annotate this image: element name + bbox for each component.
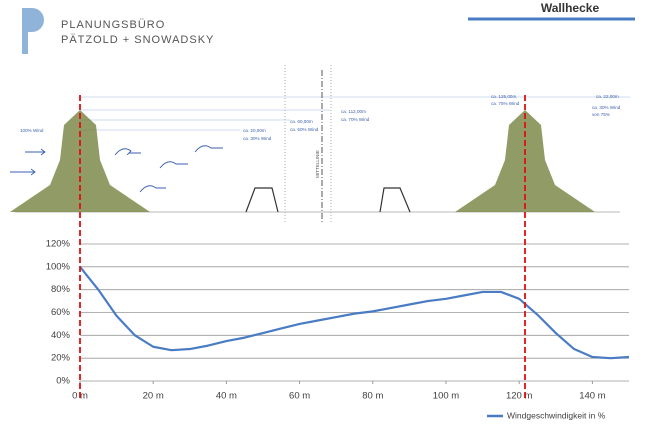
data-line bbox=[79, 266, 630, 360]
annotation: ca. 50% Wind bbox=[290, 127, 319, 132]
y-tick-label: 60% bbox=[51, 307, 71, 318]
y-tick-label: 80% bbox=[51, 284, 71, 295]
company-name: PÄTZOLD + SNOWADSKY bbox=[61, 34, 214, 46]
x-tick-label: 140 m bbox=[579, 391, 605, 402]
annotation: ca. 70% Wind bbox=[341, 117, 370, 122]
y-tick-label: 100% bbox=[46, 261, 71, 272]
y-tick-label: 0% bbox=[56, 376, 70, 387]
diagram bbox=[10, 65, 630, 222]
annotation: ca. 112,00m bbox=[341, 109, 366, 114]
annotation: ca. 30% Wind bbox=[592, 105, 621, 110]
x-tick-label: 120 m bbox=[506, 391, 532, 402]
legend-label: Windgeschwindigkeit in % bbox=[507, 410, 606, 420]
x-tick-label: 40 m bbox=[216, 391, 237, 402]
chart: 0%20%40%60%80%100%120%0 m 20 m 40 m 60 m 80 … bbox=[46, 239, 630, 420]
annotation: ca. 22,00m bbox=[596, 94, 619, 99]
x-tick-label: 20 m bbox=[143, 391, 164, 402]
y-tick-label: 120% bbox=[46, 239, 71, 250]
page-title: Wallhecke bbox=[541, 1, 600, 15]
annotation: 100% Wind bbox=[20, 128, 44, 133]
logo bbox=[22, 8, 44, 54]
x-tick-label: 80 m bbox=[362, 391, 383, 402]
annotation: ca. 75% Wind bbox=[491, 101, 520, 106]
x-tick-label: 100 m bbox=[433, 391, 459, 402]
annotation: ca. 30% Wind bbox=[243, 136, 272, 141]
annotation: ca. 125,00m bbox=[491, 94, 516, 99]
centerline-label: MITTELLINIE bbox=[315, 150, 320, 178]
company-name: PLANUNGSBÜRO bbox=[61, 19, 165, 31]
annotation: ca. 20,00m bbox=[243, 128, 266, 133]
annotation: von 75% bbox=[592, 112, 610, 117]
annotation: ca. 60,00m bbox=[290, 119, 313, 124]
y-tick-label: 20% bbox=[51, 353, 71, 364]
y-tick-label: 40% bbox=[51, 330, 71, 341]
x-tick-label: 60 m bbox=[289, 391, 310, 402]
